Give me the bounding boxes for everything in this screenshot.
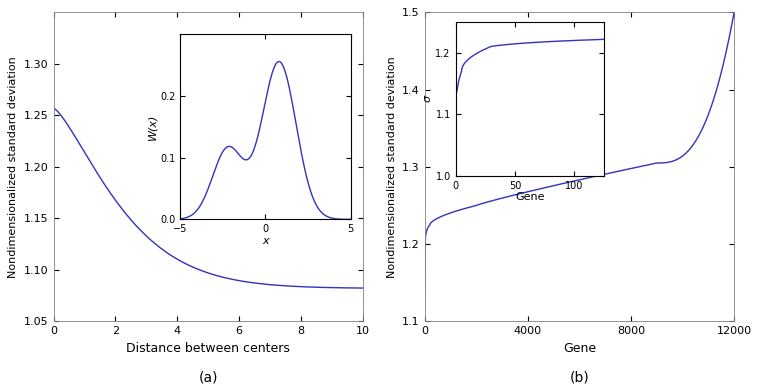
Text: (b): (b) <box>569 371 589 385</box>
X-axis label: Distance between centers: Distance between centers <box>126 342 290 355</box>
Y-axis label: Nondimensionalized standard deviation: Nondimensionalized standard deviation <box>8 56 18 278</box>
X-axis label: Gene: Gene <box>563 342 596 355</box>
Text: (a): (a) <box>198 371 218 385</box>
Y-axis label: Nondimensionalized standard deviation: Nondimensionalized standard deviation <box>387 56 397 278</box>
